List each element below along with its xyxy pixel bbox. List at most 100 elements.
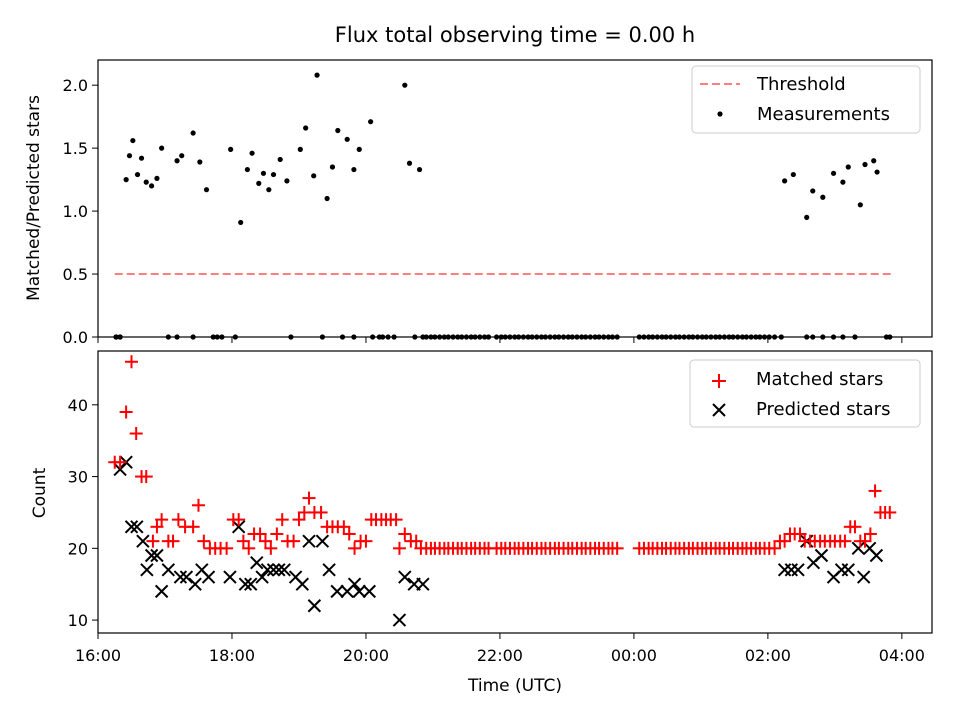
measurement-point (862, 161, 868, 168)
measurement-point (782, 178, 788, 184)
measurement-point (845, 164, 851, 170)
measurement-point (790, 171, 796, 178)
measurement-point (148, 183, 155, 189)
top-legend: Threshold Measurements (691, 65, 921, 134)
threshold-legend-label: Threshold (756, 74, 846, 95)
matched-star-point (302, 491, 316, 505)
matched-star-point (292, 513, 306, 527)
measurement-point (416, 166, 423, 173)
predicted-star-point (856, 570, 871, 584)
measurement-point (335, 127, 341, 134)
measurement-point (260, 170, 267, 176)
matched-star-point (232, 513, 246, 527)
measurement-point (297, 146, 303, 152)
matched-star-point (186, 520, 200, 534)
predicted-star-point (322, 563, 336, 577)
measurements-legend-label: Measurements (757, 104, 890, 125)
x-tick-label: 00:00 (611, 646, 657, 665)
predicted-star-point (347, 577, 362, 591)
x-tick-label: 20:00 (343, 646, 389, 665)
measurement-point (804, 214, 810, 220)
predicted-star-point (277, 563, 291, 577)
measurement-point (130, 137, 136, 144)
measurement-point (238, 219, 244, 226)
matched-star-point (146, 534, 160, 548)
measurement-point (270, 171, 277, 178)
predicted-star-point (302, 534, 316, 548)
x-tick-label: 04:00 (879, 646, 925, 665)
matched-star-point (337, 520, 351, 534)
predicted-star-point (272, 563, 286, 577)
bottom-y-tick-label: 30 (68, 468, 88, 487)
measurement-point (303, 125, 309, 131)
measurement-point (256, 180, 262, 186)
measurement-point (203, 187, 210, 193)
measurement-point (266, 187, 272, 193)
x-tick-label: 02:00 (745, 646, 791, 665)
predicted-star-point (315, 534, 330, 548)
matched-star-point (287, 534, 301, 548)
matched-star-point (119, 405, 133, 419)
matched-star-point (275, 513, 289, 527)
predicted-star-point (307, 599, 322, 613)
predicted-star-point (814, 548, 829, 563)
predicted-star-point (851, 541, 866, 556)
measurement-point (840, 179, 846, 185)
bottom-legend-box (689, 359, 921, 428)
measurement-point (820, 194, 826, 200)
predicted-star-point (173, 570, 188, 584)
predicted-star-point (231, 520, 246, 534)
matched-star-point (242, 541, 256, 555)
matched-star-point (197, 534, 211, 548)
matched-star-point (236, 534, 250, 548)
top-y-tick-label: 1.0 (63, 202, 88, 221)
bottom-legend: Matched stars Predicted stars (689, 359, 921, 428)
matched-star-point (139, 470, 153, 484)
matched-star-point (258, 534, 272, 548)
measurement-point (402, 82, 408, 88)
predicted-star-point (260, 563, 275, 577)
measurement-point (138, 155, 145, 161)
matched-star-point (392, 541, 406, 555)
top-plot-frame (97, 59, 933, 338)
predicted-star-point (150, 548, 164, 563)
bottom-y-axis-label: Count (30, 467, 50, 518)
matched-stars-legend-swatch (712, 374, 726, 388)
matched-star-point (389, 513, 403, 527)
predicted-star-point (144, 548, 159, 563)
matched-star-point (793, 527, 807, 541)
matched-star-point (838, 534, 852, 548)
measurement-point (228, 146, 234, 152)
predicted-star-point (140, 563, 154, 577)
predicted-stars-legend-label: Predicted stars (756, 399, 890, 420)
predicted-star-point (154, 584, 169, 599)
predicted-star-point (869, 548, 884, 563)
count-points (108, 355, 897, 627)
predicted-star-point (161, 563, 176, 577)
measurements-legend-swatch (717, 111, 723, 117)
top-y-tick-label: 0.0 (63, 328, 88, 347)
measurement-point (874, 169, 880, 175)
predicted-star-point (130, 520, 144, 534)
bottom-y-tick-label: 40 (68, 396, 88, 415)
measurement-point (284, 178, 290, 184)
measurement-point (351, 166, 357, 173)
predicted-star-point (201, 570, 216, 584)
predicted-star-point (266, 563, 281, 577)
predicted-star-point (223, 570, 237, 584)
predicted-star-point (330, 584, 344, 599)
measurement-point (154, 175, 160, 181)
top-y-tick-label: 2.0 (63, 76, 88, 95)
x-axis-label: Time (UTC) (467, 676, 562, 696)
matched-star-point (314, 505, 328, 519)
matched-star-point (155, 513, 169, 527)
measurement-point (143, 179, 149, 185)
predicted-stars-legend-swatch (712, 403, 726, 417)
matched-star-point (253, 527, 267, 541)
measurement-point (159, 145, 165, 151)
matched-stars-legend-label: Matched stars (756, 369, 883, 390)
predicted-star-point (392, 613, 407, 627)
matched-star-point (868, 484, 882, 498)
x-tick-label: 22:00 (477, 646, 523, 665)
matched-star-point (124, 355, 138, 369)
